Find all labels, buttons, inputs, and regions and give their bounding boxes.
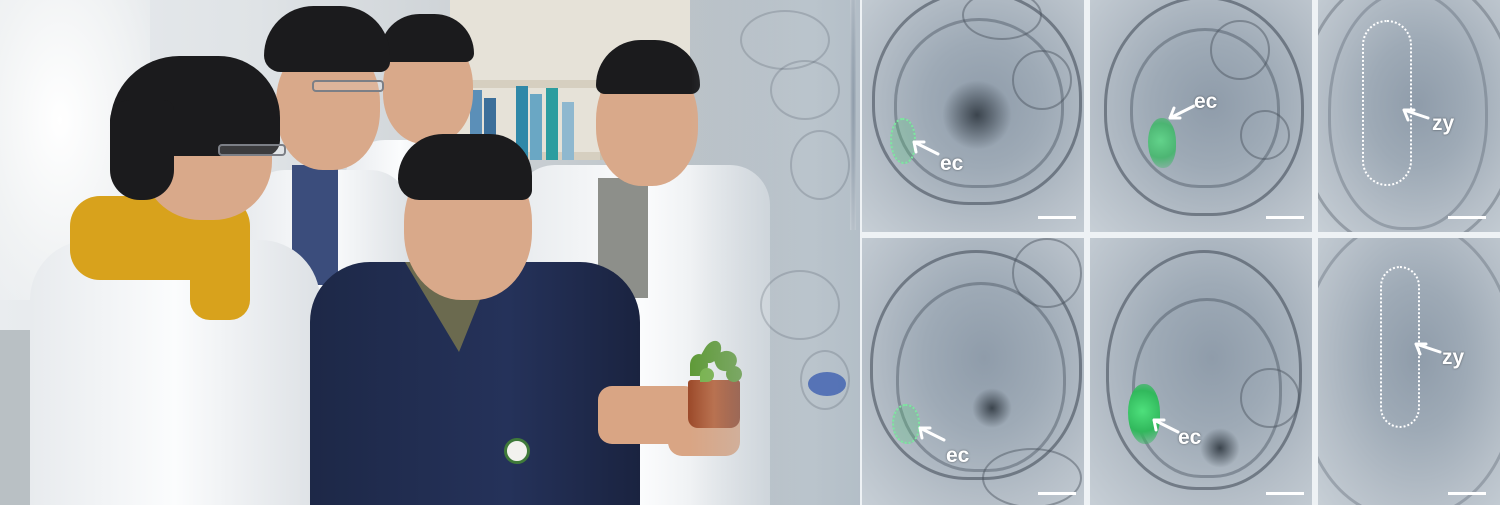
scale-bar [1038, 492, 1076, 495]
scale-bar [1448, 216, 1486, 219]
label-ec: ec [1194, 90, 1218, 113]
arrow-icon [918, 426, 946, 442]
label-ec: ec [1178, 426, 1202, 449]
scale-bar [1448, 492, 1486, 495]
label-ec: ec [940, 152, 964, 175]
arrow-icon [912, 140, 940, 156]
blend-cell-texture [700, 0, 860, 505]
micrograph-bottom-2: ec [1090, 238, 1312, 505]
arrow-icon [1402, 108, 1430, 122]
glasses-icon [312, 80, 384, 92]
label-zy: zy [1442, 346, 1465, 369]
micrograph-bottom-3: zy [1318, 238, 1500, 505]
micrograph-bottom-1: ec [862, 238, 1084, 505]
micrograph-top-0 [850, 0, 856, 230]
scale-bar [1038, 216, 1076, 219]
micrograph-top-3: zy [1318, 0, 1500, 232]
zygote-outline [1362, 20, 1412, 186]
arrow-icon [1414, 342, 1442, 356]
label-zy: zy [1432, 112, 1455, 135]
arrow-icon [1152, 418, 1180, 434]
label-ec: ec [946, 444, 970, 467]
badge-icon [504, 438, 530, 464]
scale-bar [1266, 492, 1304, 495]
micrograph-grid: ec ec zy [850, 0, 1500, 505]
arrow-icon [1168, 104, 1196, 120]
micrograph-top-2: ec [1090, 0, 1312, 232]
scale-bar [1266, 216, 1304, 219]
micrograph-top-1: ec [862, 0, 1084, 232]
zygote-outline [1380, 266, 1420, 428]
